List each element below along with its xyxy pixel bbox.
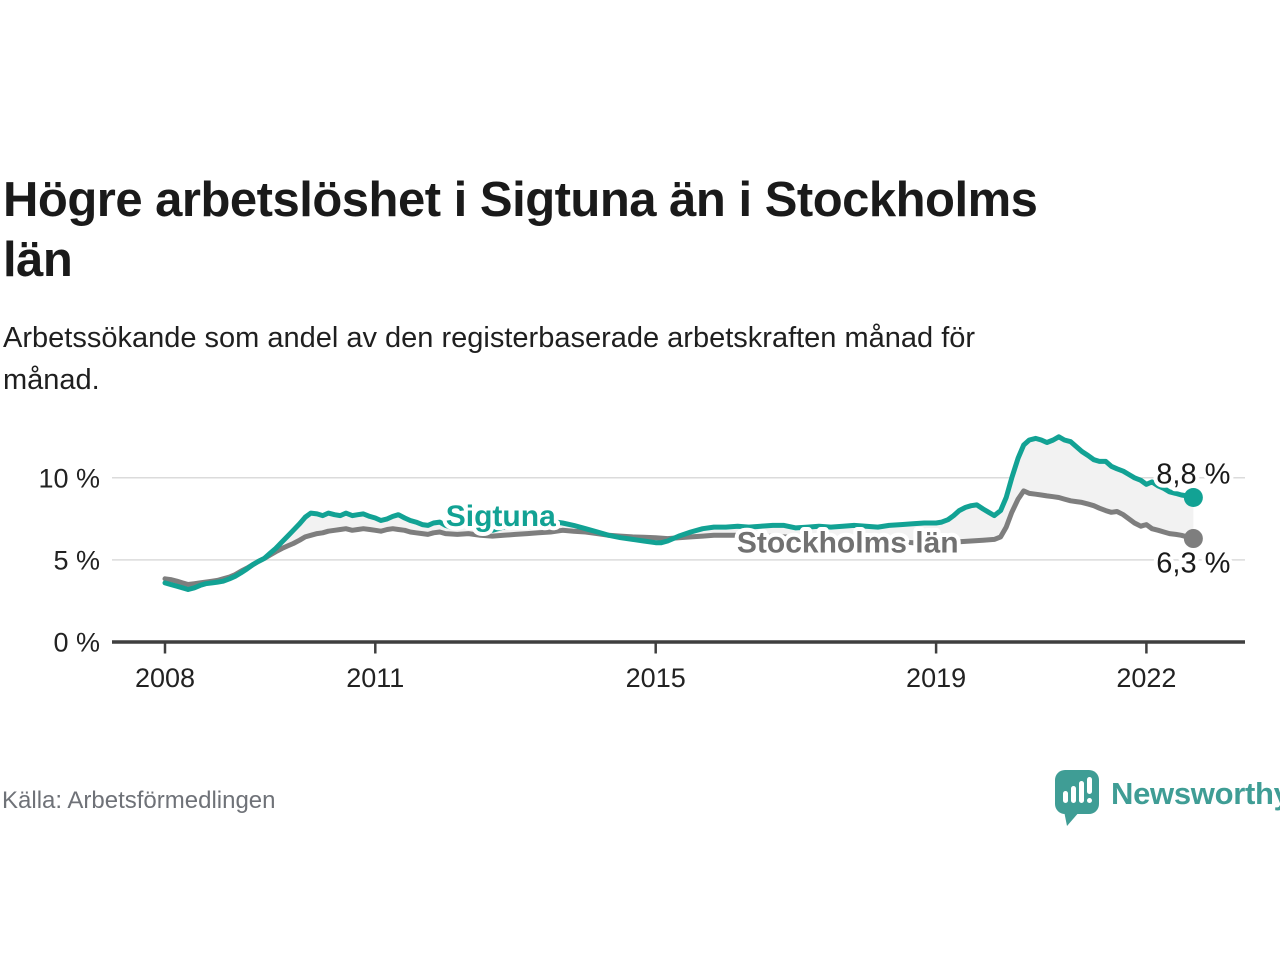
page-subtitle-line-1: Arbetssökande som andel av den registerb…	[3, 322, 976, 354]
y-tick-label: 10 %	[38, 463, 100, 493]
page-subtitle: Arbetssökande som andel av den registerb…	[3, 317, 1203, 401]
x-tick-label: 2015	[626, 663, 686, 693]
unemployment-line-chart: 2008 2011 2015 2019 2022 0 % 5 % 10 % Sigtuna Sto…	[38, 434, 1245, 693]
end-dot-stockholm	[1183, 529, 1203, 549]
y-tick-label: 5 %	[53, 545, 100, 575]
end-value-label-sigtuna: 8,8 %	[1156, 459, 1230, 491]
x-tick-label: 2011	[346, 663, 404, 693]
series-label-stockholm: Stockholms län	[737, 527, 959, 560]
end-value-label-stockholm: 6,3 %	[1156, 548, 1230, 580]
x-tick-label: 2008	[135, 663, 195, 693]
x-tick-label: 2022	[1116, 663, 1176, 693]
page-title-line-1: Högre arbetslöshet i Sigtuna än i Stockh…	[3, 172, 1038, 227]
stockholm-line	[162, 488, 1196, 587]
page-subtitle-line-2: månad.	[3, 364, 100, 397]
y-tick-label: 0 %	[53, 628, 100, 658]
sigtuna-line	[162, 434, 1196, 592]
x-tick-label: 2019	[906, 663, 966, 693]
newsworthy-logo: Newsworthy	[1054, 769, 1280, 827]
page-title-line-2: län	[3, 232, 73, 287]
series-label-sigtuna: Sigtuna	[446, 500, 556, 533]
source-note: Källa: Arbetsförmedlingen	[2, 787, 276, 814]
end-dot-sigtuna	[1183, 488, 1203, 508]
newsworthy-wordmark: Newsworthy	[1111, 776, 1280, 811]
newsworthy-bubble-icon	[1055, 770, 1099, 826]
page-title: Högre arbetslöshet i Sigtuna än i Stockh…	[3, 171, 1273, 291]
